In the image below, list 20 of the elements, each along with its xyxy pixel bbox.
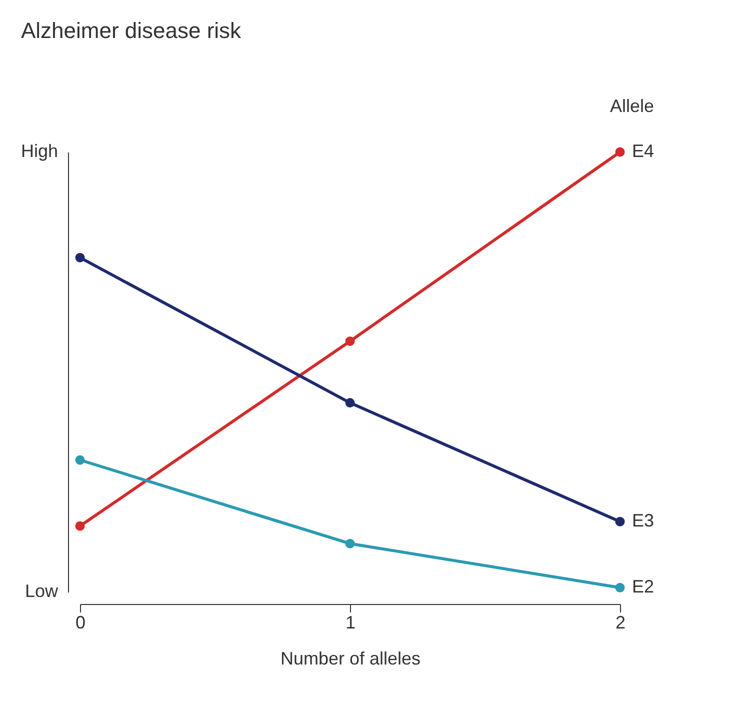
point (345, 336, 355, 346)
point (615, 516, 625, 526)
x-tick-label: 2 (615, 612, 626, 632)
text: High (20, 141, 58, 161)
x-tick-label: 1 (345, 612, 356, 632)
text: Low (24, 581, 59, 601)
point (615, 147, 625, 157)
x-axis-title: Number of alleles (280, 648, 421, 668)
chart-title: Alzheimer disease risk (20, 18, 242, 43)
point (345, 538, 355, 548)
point (615, 582, 625, 592)
point (75, 521, 85, 531)
legend-title: Allele (610, 96, 654, 116)
x-tick-label: 0 (75, 612, 86, 632)
point (345, 398, 355, 408)
point (75, 455, 85, 465)
series-label: E2 (632, 576, 654, 597)
series-label: E4 (632, 141, 654, 161)
series-label: E3 (632, 510, 654, 531)
point (75, 252, 85, 262)
